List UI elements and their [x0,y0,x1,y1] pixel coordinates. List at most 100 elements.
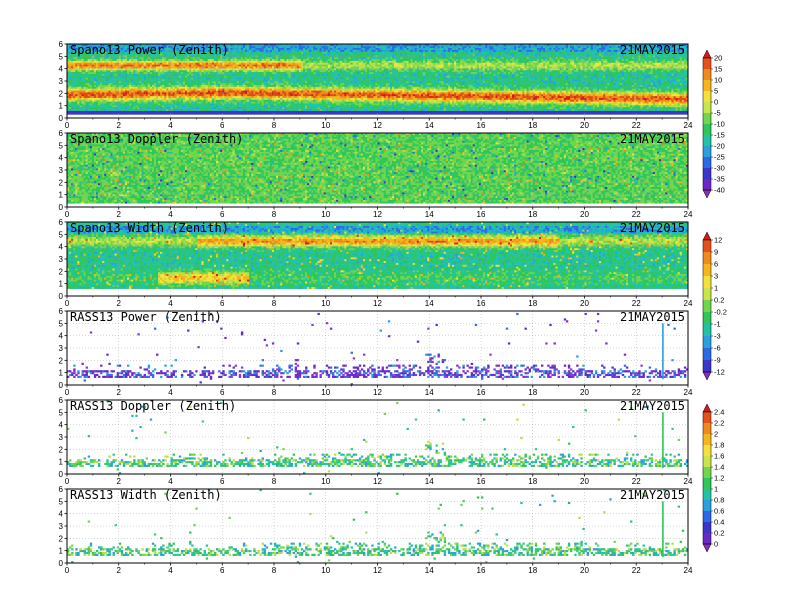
heatmap-cell [168,75,171,78]
heatmap-cell [176,81,180,84]
heatmap-cell [156,58,159,61]
heatmap-cell [98,81,101,84]
heatmap-cell [282,108,285,111]
heatmap-cell [104,101,107,104]
heatmap-cell [73,110,76,113]
heatmap-cell [85,53,88,56]
heatmap-cell [168,64,171,67]
heatmap-cell [135,53,138,56]
heatmap-cell [156,56,159,60]
heatmap-cell [79,84,82,87]
heatmap-cell [195,58,198,61]
heatmap-cell [242,53,246,56]
heatmap-cell [182,58,186,61]
heatmap-cell [116,53,120,56]
heatmap-cell [69,90,72,93]
heatmap-cell [145,53,149,56]
heatmap-cell [164,90,167,93]
heatmap-cell [77,62,80,65]
heatmap-cell [232,82,235,86]
heatmap-cell [288,53,291,56]
heatmap-cell [230,75,233,78]
heatmap-cell [141,103,144,106]
heatmap-cell [170,92,173,95]
heatmap-cell [122,110,126,113]
heatmap-cell [87,94,91,97]
heatmap-cell [170,58,173,61]
heatmap-cell [253,68,256,71]
heatmap-cell [236,97,240,100]
heatmap-cell [280,66,283,69]
heatmap-cell [89,53,93,56]
heatmap-cell [189,90,192,93]
heatmap-cell [149,84,153,87]
heatmap-cell [67,106,70,110]
heatmap-cell [303,53,306,56]
heatmap-cell [259,108,262,111]
heatmap-cell [93,105,97,108]
heatmap-cell [303,66,306,69]
heatmap-cell [156,45,159,48]
heatmap-cell [91,69,95,73]
heatmap-cell [112,53,115,56]
heatmap-cell [137,62,140,65]
heatmap-cell [334,106,337,110]
heatmap-cell [125,69,128,73]
heatmap-cell [125,49,128,52]
heatmap-cell [100,47,103,50]
heatmap-cell [83,49,86,52]
heatmap-cell [133,60,136,63]
heatmap-cell [137,81,140,84]
heatmap-cell [174,71,177,74]
heatmap-cell [137,79,140,82]
heatmap-cell [143,97,146,100]
heatmap-cell [151,60,155,63]
heatmap-cell [329,49,333,52]
heatmap-cell [125,112,128,115]
heatmap-cell [168,77,171,80]
heatmap-cell [114,44,117,47]
heatmap-cell [238,66,242,69]
heatmap-cell [176,88,180,91]
heatmap-cell [313,88,316,91]
heatmap-cell [83,81,86,84]
heatmap-cell [232,47,235,50]
heatmap-cell [143,68,146,71]
heatmap-cell [96,81,99,84]
heatmap-cell [166,106,169,110]
heatmap-cell [106,88,109,91]
heatmap-cell [232,58,235,61]
heatmap-cell [282,71,285,74]
heatmap-cell [125,56,128,60]
heatmap-cell [195,88,198,91]
heatmap-cell [242,66,246,69]
heatmap-cell [141,69,144,73]
heatmap-cell [170,55,173,58]
heatmap-cell [118,53,122,56]
heatmap-cell [85,88,88,91]
heatmap-cell [292,94,295,97]
heatmap-cell [265,68,269,71]
heatmap-cell [87,81,91,84]
heatmap-cell [145,77,149,80]
heatmap-cell [93,90,97,93]
heatmap-cell [259,58,262,61]
heatmap-cell [156,94,159,97]
heatmap-cell [69,99,72,102]
heatmap-cell [274,112,277,115]
heatmap-cell [160,101,163,104]
heatmap-cell [75,44,78,47]
heatmap-cell [85,97,88,100]
heatmap-cell [153,92,157,95]
heatmap-cell [313,112,316,115]
heatmap-cell [242,68,246,71]
heatmap-cell [125,53,128,56]
heatmap-cell [69,97,72,100]
heatmap-cell [259,66,262,69]
heatmap-cell [69,105,72,108]
heatmap-cell [211,97,215,100]
heatmap-cell [216,62,219,65]
heatmap-cell [71,71,74,74]
heatmap-cell [294,97,298,100]
heatmap-cell [114,53,117,56]
